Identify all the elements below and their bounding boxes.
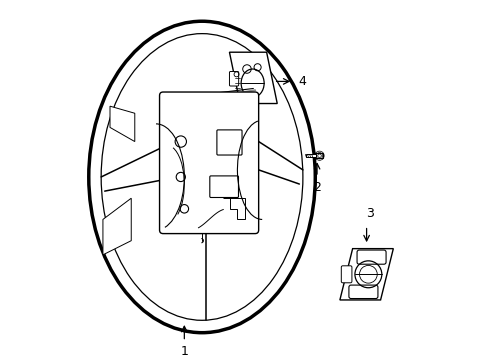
Polygon shape: [305, 154, 315, 157]
Text: 1: 1: [180, 345, 188, 358]
Polygon shape: [102, 198, 131, 255]
FancyBboxPatch shape: [159, 92, 258, 234]
Polygon shape: [339, 249, 392, 300]
Text: 2: 2: [312, 180, 320, 194]
FancyBboxPatch shape: [229, 72, 238, 86]
Text: 4: 4: [298, 75, 305, 88]
Polygon shape: [229, 52, 277, 104]
Text: 3: 3: [366, 207, 373, 220]
FancyBboxPatch shape: [341, 266, 351, 283]
Polygon shape: [315, 153, 323, 158]
Polygon shape: [110, 106, 135, 141]
